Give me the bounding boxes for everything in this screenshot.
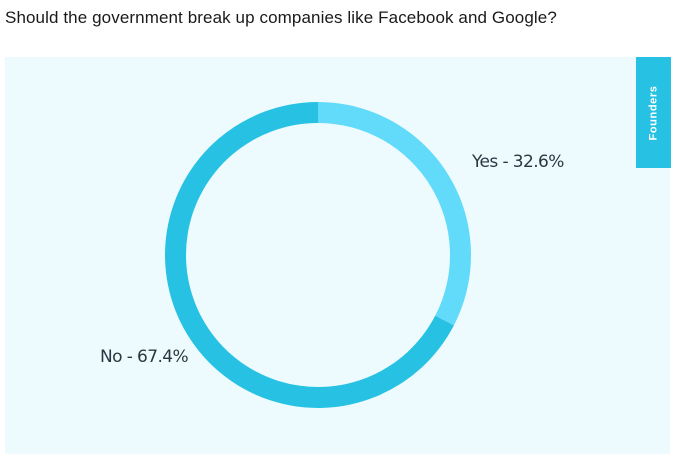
slice-yes	[318, 102, 472, 326]
founders-side-tab[interactable]: Founders	[636, 57, 671, 168]
slice-layer	[165, 102, 472, 408]
page-title: Should the government break up companies…	[5, 8, 557, 27]
label-layer: Yes - 32.6% No - 67.4%	[100, 152, 565, 367]
chart-panel: Yes - 32.6% No - 67.4%	[5, 57, 670, 454]
slice-label-no: No - 67.4%	[100, 347, 189, 367]
founders-tab-label: Founders	[647, 85, 660, 140]
donut-chart: Yes - 32.6% No - 67.4%	[100, 102, 565, 408]
slice-label-yes: Yes - 32.6%	[471, 152, 564, 172]
